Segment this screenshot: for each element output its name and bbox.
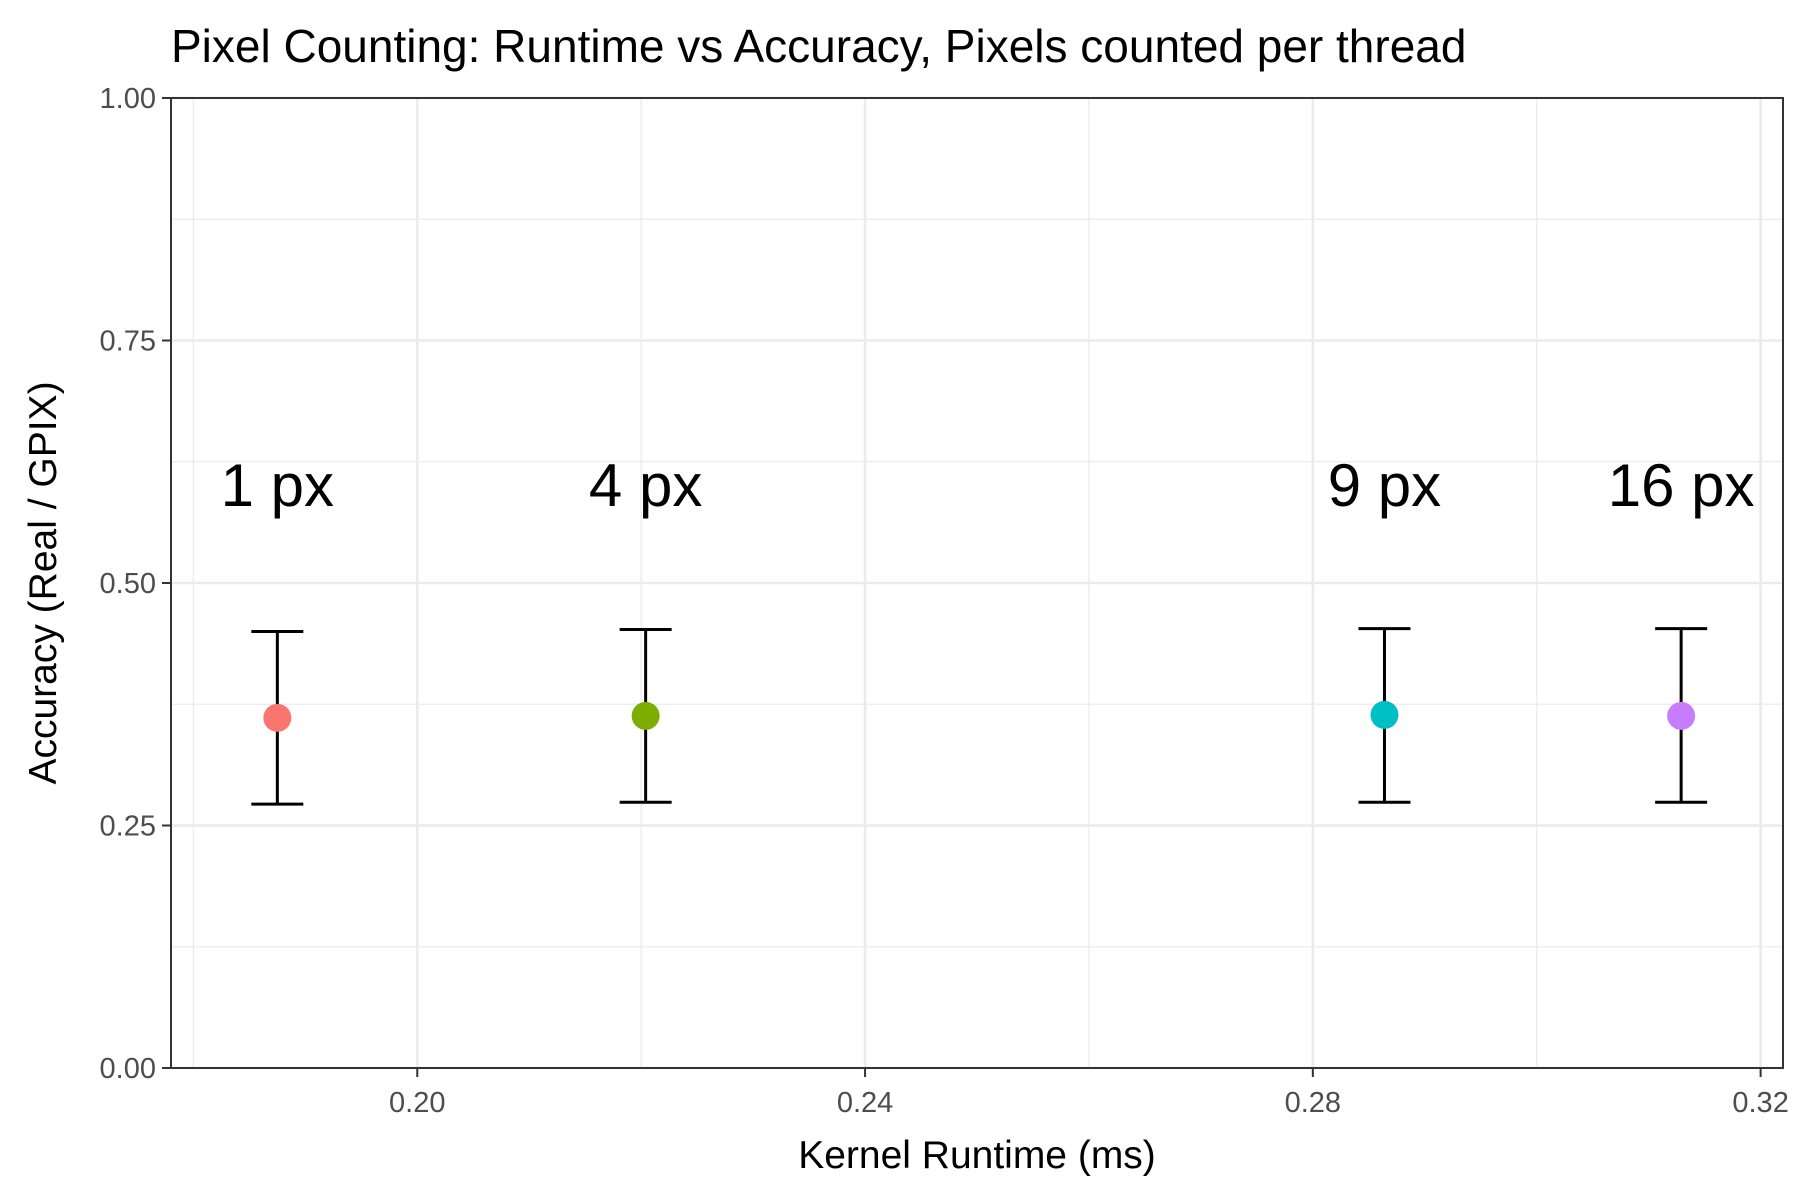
data-point bbox=[263, 703, 292, 732]
x-tick-label: 0.20 bbox=[389, 1087, 445, 1119]
data-point-group: 4 px bbox=[589, 452, 702, 804]
data-point-label: 1 px bbox=[221, 452, 334, 519]
data-point bbox=[1667, 701, 1696, 730]
data-point-group: 16 px bbox=[1608, 452, 1755, 804]
data-point bbox=[1370, 700, 1399, 729]
data-layer: 1 px 4 px 9 px 16 px bbox=[221, 452, 1755, 806]
y-tick-label: 0.00 bbox=[100, 1053, 156, 1085]
axes: 0.20 0.24 0.28 0.32 0.00 0.25 0.50 0.75 1.00 bbox=[100, 83, 1789, 1119]
data-point-group: 1 px bbox=[221, 452, 334, 806]
y-tick-label: 1.00 bbox=[100, 83, 156, 115]
data-point bbox=[631, 701, 660, 730]
y-tick-label: 0.50 bbox=[100, 568, 156, 600]
data-point-label: 16 px bbox=[1608, 452, 1755, 519]
x-tick-label: 0.24 bbox=[837, 1087, 893, 1119]
x-axis-title: Kernel Runtime (ms) bbox=[798, 1134, 1156, 1177]
x-tick-label: 0.28 bbox=[1285, 1087, 1341, 1119]
data-point-group: 9 px bbox=[1328, 452, 1441, 804]
data-point-label: 4 px bbox=[589, 452, 702, 519]
chart-title: Pixel Counting: Runtime vs Accuracy, Pix… bbox=[171, 20, 1466, 72]
data-point-label: 9 px bbox=[1328, 452, 1441, 519]
y-tick-label: 0.75 bbox=[100, 326, 156, 358]
y-axis-title: Accuracy (Real / GPIX) bbox=[22, 381, 65, 784]
x-tick-label: 0.32 bbox=[1732, 1087, 1788, 1119]
y-tick-label: 0.25 bbox=[100, 811, 156, 843]
